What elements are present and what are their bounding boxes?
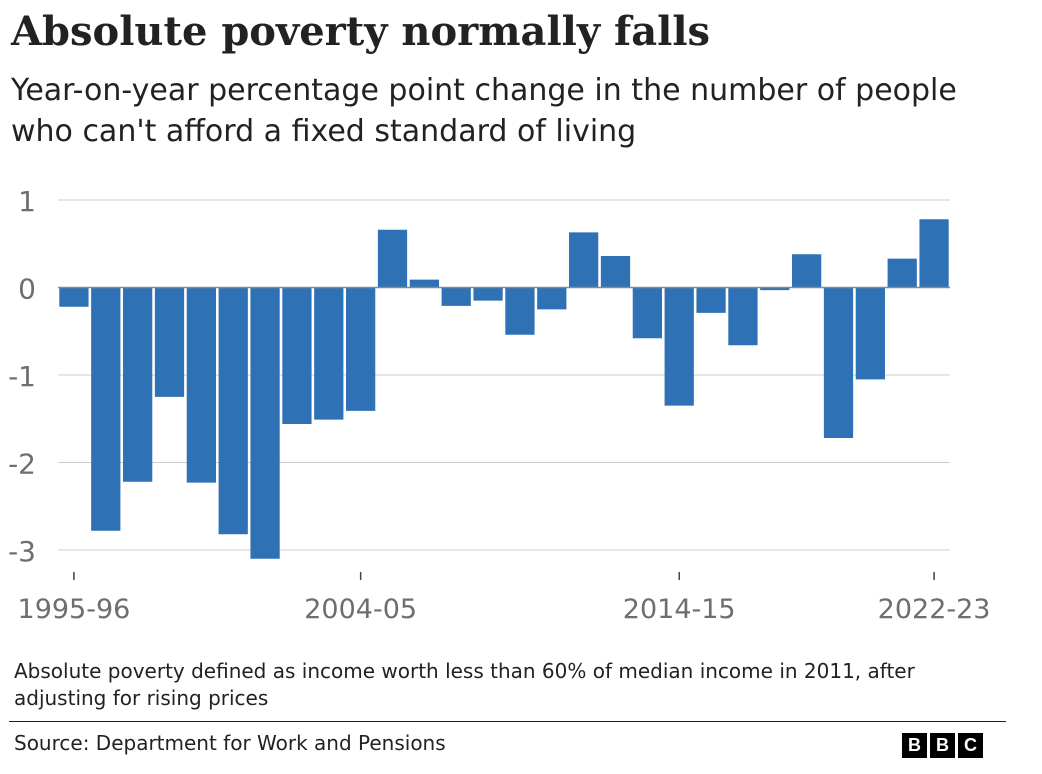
bar [409,279,439,288]
bar [218,287,248,535]
logo-letter: B [902,733,927,758]
y-tick-label: 1 [18,185,36,218]
footnote: Absolute poverty defined as income worth… [14,659,915,710]
x-tick-label: 2022-23 [878,594,991,625]
y-tick-label: -1 [8,360,36,393]
bar [505,287,535,335]
bars [59,219,949,559]
bar [314,287,344,420]
bar [792,254,822,288]
bar [664,287,694,406]
bar [473,287,503,301]
logo-letter: C [958,733,983,758]
bar [823,287,854,438]
x-tick-label: 2014-15 [623,594,736,625]
bar [760,287,790,291]
bar [441,287,471,306]
bar [600,256,631,288]
bar [537,287,567,310]
bar [123,287,153,482]
x-tick-label: 2004-05 [304,594,417,625]
bar [887,258,917,288]
y-tick-label: -2 [8,448,36,481]
bar [919,219,949,288]
bar [91,287,121,531]
source-text: Source: Department for Work and Pensions [14,731,446,755]
bar [346,287,376,411]
bar [282,287,312,424]
bar [250,287,280,559]
bar [696,287,726,313]
x-tick-label: 1995-96 [18,594,131,625]
logo-letter: B [930,733,955,758]
bar [855,287,885,380]
bar [569,232,599,288]
bar [59,287,89,307]
y-axis-labels: 1 0 -1 -2 -3 [8,185,36,568]
bar-chart: 1 0 -1 -2 -3 1995-96 2004-05 2014-15 2022-23 [8,185,991,625]
bar [154,287,185,397]
y-tick-label: 0 [18,273,36,306]
y-tick-label: -3 [8,535,36,568]
bar [728,287,758,346]
x-axis: 1995-96 2004-05 2014-15 2022-23 [18,572,991,625]
bar [377,229,408,288]
footer-divider [9,721,1006,722]
bar [186,287,216,483]
chart-title: Absolute poverty normally falls [11,8,711,55]
bar [632,287,662,339]
chart-subtitle: Year-on-year percentage point change in … [11,73,957,149]
bbc-logo: B B C [902,733,983,758]
